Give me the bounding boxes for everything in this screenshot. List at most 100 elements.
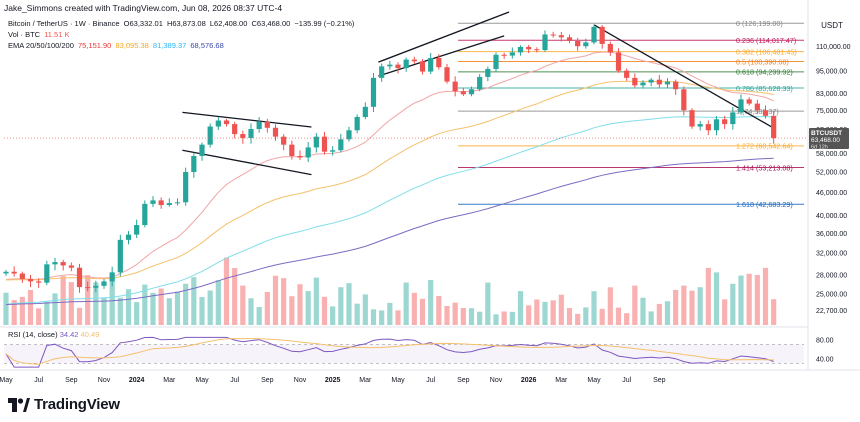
time-tick-label: Jul — [622, 377, 631, 384]
fib-level-label: 0.382 (106,481.45) — [736, 47, 797, 56]
candle-body — [68, 265, 74, 268]
candle-body — [36, 281, 42, 283]
candle-body — [85, 287, 91, 289]
candle-body — [44, 264, 50, 283]
volume-bar — [411, 292, 417, 325]
volume-bar — [134, 302, 140, 325]
volume-bar — [762, 267, 769, 325]
price-tick-label: 75,000.00 — [816, 108, 847, 115]
volume-bar — [379, 310, 385, 325]
time-tick-label: May — [0, 377, 13, 384]
channel-upper-trendline — [378, 11, 510, 63]
fib-level-label: 1.618 (42,683.29) — [736, 200, 793, 209]
volume-bar — [150, 292, 156, 325]
symbol-line: Bitcoin / TetherUS · 1W · Binance O63,33… — [8, 19, 356, 28]
candle-body — [599, 26, 605, 44]
volume-bar — [330, 306, 336, 325]
volume-bar — [689, 290, 695, 325]
candle-body — [624, 70, 630, 78]
volume-bar — [656, 303, 662, 325]
volume-bar — [664, 301, 671, 325]
volume-legend[interactable]: Vol · BTC 11.51 K — [8, 30, 72, 39]
price-tag-price: 63,468.00 — [811, 137, 840, 144]
volume-bar — [771, 299, 777, 325]
candle-body — [452, 81, 458, 92]
volume-bar — [199, 296, 205, 325]
candle-body — [338, 139, 344, 151]
candle-body — [232, 124, 238, 135]
candle-body — [689, 110, 695, 127]
candle-body — [313, 136, 319, 148]
volume-bar — [354, 303, 360, 325]
rsi-ma-line — [5, 338, 774, 365]
time-tick-label: Nov — [294, 377, 307, 384]
volume-bar — [117, 297, 123, 325]
volume-bar — [607, 287, 613, 325]
candle-body — [640, 82, 646, 86]
ema-legend[interactable]: EMA 20/50/100/200 75,151.90 83,095.38 81… — [8, 41, 226, 50]
time-tick-label: May — [391, 377, 405, 384]
volume-bar — [223, 257, 230, 325]
volume-bar — [681, 285, 687, 325]
tradingview-logo[interactable]: TradingView — [8, 396, 120, 413]
volume-bar — [174, 291, 181, 325]
rsi-label: RSI (14, close) — [8, 330, 58, 339]
volume-bar — [27, 289, 34, 325]
candle-body — [705, 124, 711, 131]
candle-body — [558, 35, 564, 38]
volume-bar — [272, 275, 279, 325]
volume-bar — [501, 311, 507, 325]
candle-body — [11, 271, 17, 274]
volume-bar — [419, 298, 426, 325]
ohlc-change: −135.99 (−0.21%) — [294, 19, 355, 28]
time-tick-label: Sep — [65, 377, 78, 384]
volume-bar — [526, 305, 532, 325]
volume-bar — [191, 277, 197, 325]
rsi-pane: 80.00 40.00 — [0, 326, 834, 368]
volume-bar — [615, 307, 622, 325]
ohlc-high: H63,873.08 — [166, 19, 206, 28]
candle-body — [19, 273, 25, 279]
volume-bar — [624, 313, 630, 325]
candle-body — [428, 57, 434, 72]
candles — [3, 24, 777, 293]
candle-body — [248, 129, 254, 138]
volume-bar — [232, 268, 238, 325]
candle-body — [387, 64, 393, 67]
chart-credit: Jake_Simmons created with TradingView.co… — [4, 3, 283, 13]
candle-body — [477, 76, 483, 90]
candle-body — [207, 126, 213, 145]
volume-bar — [289, 296, 295, 325]
ohlc-close: C63,468.00 — [251, 19, 291, 28]
time-tick-label: Sep — [457, 377, 470, 384]
volume-bar — [313, 277, 319, 325]
candle-body — [550, 34, 556, 36]
rsi-legend[interactable]: RSI (14, close) 34.42 40.49 — [8, 330, 99, 339]
candle-body — [493, 54, 499, 69]
candle-body — [166, 203, 172, 206]
candle-body — [76, 267, 83, 288]
candle-body — [223, 120, 230, 125]
candle-body — [697, 124, 703, 127]
volume-bar — [387, 302, 393, 325]
time-tick-label: Jul — [426, 377, 435, 384]
candle-body — [615, 52, 622, 71]
price-tag-countdown: 6d 12h — [811, 145, 828, 151]
candle-body — [762, 110, 769, 116]
symbol-name[interactable]: Bitcoin / TetherUS · 1W · Binance — [8, 19, 120, 28]
price-tick-label: 32,000.00 — [816, 250, 847, 257]
volume-bar — [403, 282, 409, 325]
candle-body — [191, 156, 197, 172]
volume-bar — [158, 288, 164, 325]
time-tick-label: Nov — [98, 377, 111, 384]
volume-bar — [468, 308, 475, 325]
volume-bar — [19, 296, 25, 325]
volume-bar — [52, 293, 58, 325]
price-tag-symbol: BTCUSDT — [811, 130, 842, 137]
time-tick-label: 2026 — [521, 377, 537, 384]
volume-bar — [550, 300, 556, 325]
volume-bar — [370, 309, 377, 325]
volume-value: 11.51 K — [44, 30, 70, 39]
volume-bar — [697, 287, 703, 325]
candle-body — [419, 61, 426, 72]
